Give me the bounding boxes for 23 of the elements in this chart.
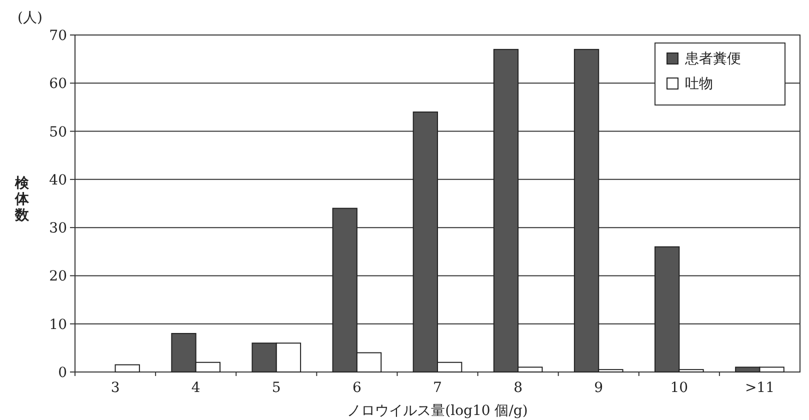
y-tick-label: 40: [49, 172, 67, 188]
text: (人): [18, 10, 42, 26]
x-tick-label: 8: [514, 380, 523, 396]
x-tick-label: >11: [744, 380, 774, 396]
legend-label: 患者糞便: [684, 51, 741, 67]
y-tick-label: 20: [49, 268, 67, 285]
y-tick-label: 70: [49, 28, 67, 44]
y-tick-label: 30: [49, 220, 67, 237]
y-axis-title: 検体数: [14, 176, 30, 224]
y-tick-label: 10: [49, 316, 67, 333]
x-tick-label: 5: [272, 380, 281, 396]
bar: [114, 364, 140, 372]
x-tick-label: 7: [433, 380, 442, 396]
x-tick-label: 3: [110, 380, 120, 396]
legend-label: 吐物: [685, 76, 713, 92]
x-tick-label: 10: [670, 380, 688, 396]
x-tick-label: 6: [352, 380, 362, 396]
x-tick-label: 4: [191, 380, 200, 396]
y-tick-label: 0: [58, 365, 67, 381]
y-tick-label: 60: [49, 76, 67, 92]
x-axis-title: ノロウイルス量(log10 個/g): [347, 403, 528, 419]
x-tick-label: 9: [594, 380, 604, 396]
y-tick-label: 50: [49, 124, 67, 140]
